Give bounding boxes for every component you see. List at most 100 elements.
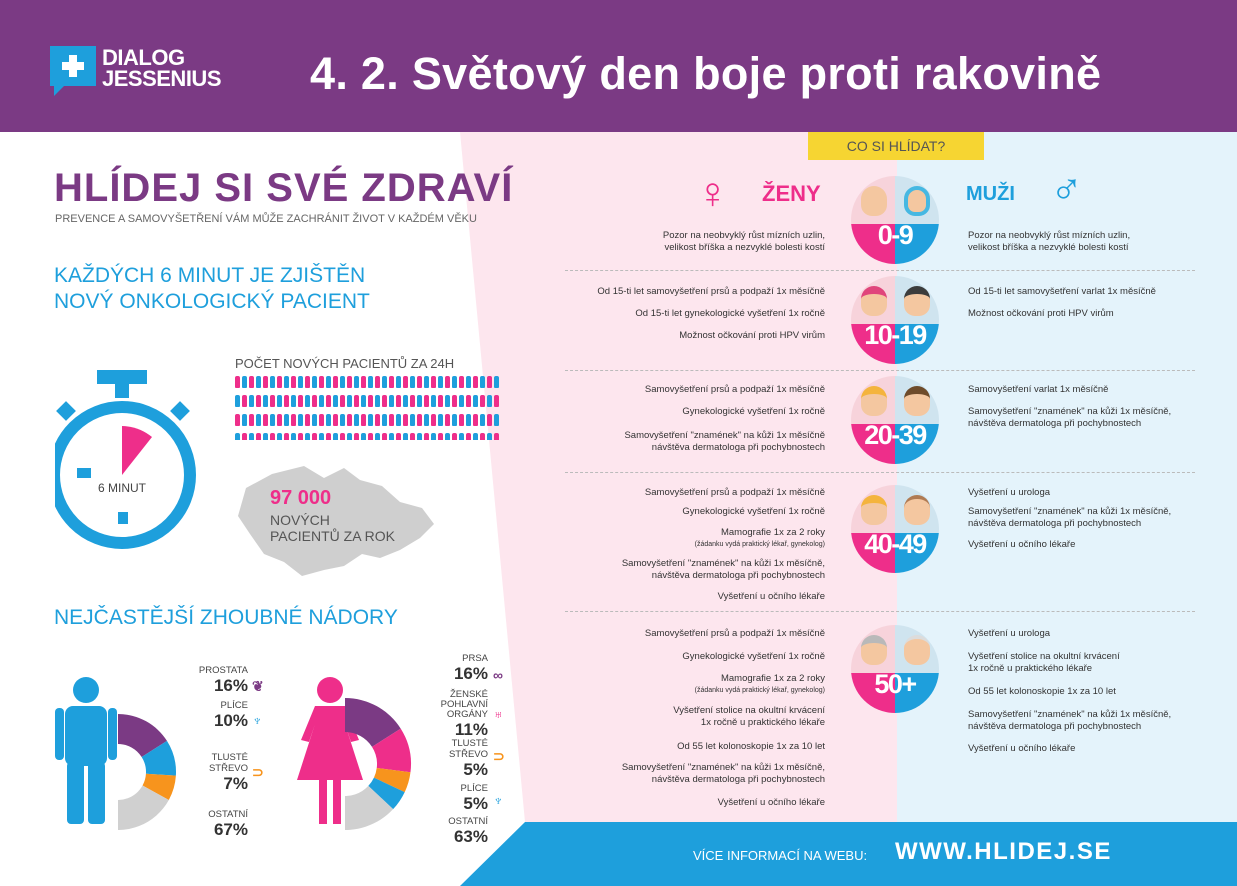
person-icon — [326, 376, 331, 388]
age-label: 50+ — [874, 669, 917, 699]
prostate-icon: ❦ — [252, 678, 264, 694]
person-icon — [263, 395, 268, 407]
men-tip: Vyšetření u urologa — [968, 628, 1051, 639]
person-icon — [277, 376, 282, 388]
women-column-bg — [525, 132, 897, 822]
person-icon — [445, 376, 450, 388]
age-label: 0-9 — [877, 220, 914, 250]
person-icon — [375, 433, 380, 440]
person-icon — [319, 414, 324, 426]
colon-icon: ⊃ — [493, 748, 505, 764]
person-icon — [333, 376, 338, 388]
person-icon — [298, 376, 303, 388]
person-icon — [340, 376, 345, 388]
person-icon — [347, 414, 352, 426]
person-icon — [249, 395, 254, 407]
person-icon — [249, 376, 254, 388]
footer-diagonal — [460, 822, 525, 886]
person-icon — [494, 414, 499, 426]
logo-plus-icon — [50, 46, 96, 86]
person-icon — [438, 414, 443, 426]
women-tumor-donut — [345, 698, 411, 830]
person-icon — [473, 414, 478, 426]
person-icon — [375, 395, 380, 407]
person-icon — [494, 433, 499, 440]
person-icon — [410, 433, 415, 440]
person-icon — [291, 433, 296, 440]
person-icon — [270, 376, 275, 388]
women-tip-note: (žádanku vydá praktický lékař, gynekolog… — [694, 687, 825, 694]
person-icon — [263, 414, 268, 426]
person-icon — [284, 376, 289, 388]
women-tip: Gynekologické vyšetření 1x ročně — [682, 506, 825, 517]
age-circle-40-49: 40-49 — [851, 485, 939, 573]
stopwatch-icon — [55, 370, 196, 549]
women-tip: Vyšetření stolice na okultní krvácení 1x… — [673, 705, 825, 728]
person-icon — [333, 395, 338, 407]
person-icon — [417, 433, 422, 440]
women-label-genital: ŽENSKÉ POHLAVNÍ ORGÁNY 11% — [440, 689, 488, 740]
person-icon — [235, 395, 240, 407]
person-icon — [305, 433, 310, 440]
czech-map-shape — [238, 466, 434, 576]
women-tip: Vyšetření u očního lékaře — [717, 591, 825, 602]
female-symbol-icon: ♀ — [696, 169, 729, 218]
tumors-heading: NEJČASTĚJŠÍ ZHOUBNÉ NÁDORY — [54, 606, 398, 629]
women-tip: Samovyšetření "znamének" na kůži 1x měsí… — [624, 430, 825, 453]
person-icon — [473, 376, 478, 388]
person-icon — [417, 376, 422, 388]
person-icon — [263, 433, 268, 440]
person-icon — [375, 414, 380, 426]
men-label-colon: TLUSTÉ STŘEVO 7% — [208, 752, 248, 793]
person-icon — [354, 376, 359, 388]
person-icon — [361, 414, 366, 426]
men-label-other: OSTATNÍ 67% — [208, 809, 248, 840]
men-tip: Vyšetření u očního lékaře — [968, 539, 1076, 550]
person-icon — [361, 433, 366, 440]
patients-24h-pictogram — [235, 376, 503, 440]
person-icon — [368, 376, 373, 388]
women-tip: Od 55 let kolonoskopie 1x za 10 let — [677, 741, 825, 752]
person-icon — [459, 395, 464, 407]
person-icon — [445, 433, 450, 440]
website-link[interactable]: WWW.HLIDEJ.SE — [895, 838, 1112, 865]
person-icon — [410, 376, 415, 388]
age-circle-20-39: 20-39 — [851, 376, 939, 464]
women-label-other: OSTATNÍ 63% — [448, 816, 488, 847]
person-icon — [403, 433, 408, 440]
row-divider — [565, 611, 1195, 612]
women-tip: Samovyšetření "znamének" na kůži 1x měsí… — [621, 558, 825, 581]
person-icon — [480, 376, 485, 388]
person-icon — [431, 395, 436, 407]
breast-icon: ∞ — [493, 667, 503, 683]
person-icon — [354, 414, 359, 426]
person-icon — [403, 395, 408, 407]
person-icon — [298, 414, 303, 426]
uterus-icon: ♅ — [493, 706, 504, 722]
women-tip: Gynekologické vyšetření 1x ročně — [682, 406, 825, 417]
men-tip: Pozor na neobvyklý růst mízních uzlin, v… — [968, 230, 1131, 253]
woman-figure-icon — [297, 677, 363, 824]
women-label-breast: PRSA 16% — [453, 653, 488, 684]
person-icon — [340, 414, 345, 426]
person-icon — [235, 414, 240, 426]
person-icon — [291, 414, 296, 426]
age-label: 40-49 — [864, 529, 927, 559]
person-icon — [452, 433, 457, 440]
person-icon — [445, 395, 450, 407]
yearly-patients-number: 97 000 — [270, 487, 332, 509]
person-icon — [431, 433, 436, 440]
women-tip: Pozor na neobvyklý růst mízních uzlin, v… — [662, 230, 825, 253]
person-icon — [340, 433, 345, 440]
person-icon — [249, 414, 254, 426]
person-icon — [368, 395, 373, 407]
person-icon — [487, 414, 492, 426]
age-circle-10-19: 10-19 — [851, 276, 939, 364]
person-icon — [256, 395, 261, 407]
person-icon — [312, 395, 317, 407]
women-label-colon: TLUSTÉ STŘEVO 5% — [448, 738, 488, 779]
person-icon — [242, 433, 247, 440]
person-icon — [487, 395, 492, 407]
man-figure-icon — [55, 677, 117, 824]
men-tip: Možnost očkování proti HPV virům — [968, 308, 1114, 319]
